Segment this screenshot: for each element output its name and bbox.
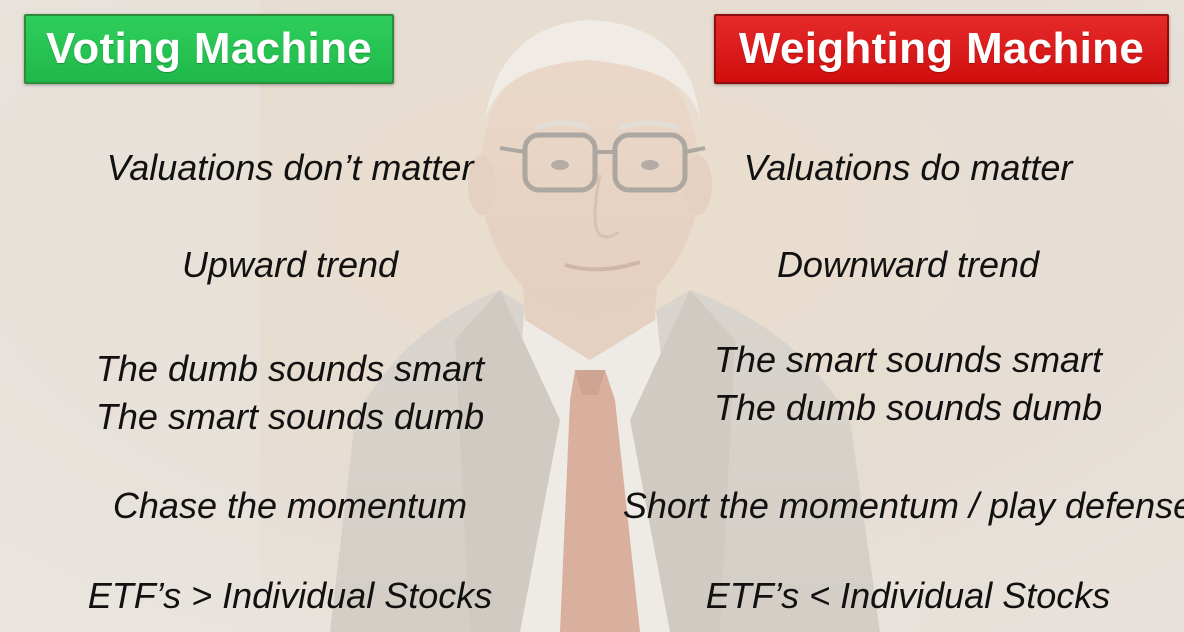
- weighting-item: Valuations do matter: [618, 144, 1184, 192]
- weighting-item: Short the momentum / play defense: [618, 482, 1184, 530]
- weighting-item-line: Downward trend: [776, 244, 1040, 285]
- weighting-item: Downward trend: [618, 241, 1184, 289]
- voting-item: Valuations don’t matter: [0, 144, 580, 192]
- voting-item: ETF’s > Individual Stocks: [0, 572, 580, 620]
- voting-item-line: ETF’s > Individual Stocks: [87, 575, 493, 616]
- weighting-item-line: The dumb sounds dumb: [713, 386, 1103, 428]
- voting-item-line: Valuations don’t matter: [106, 147, 474, 188]
- weighting-machine-header: Weighting Machine: [714, 14, 1169, 84]
- weighting-item-line: ETF’s < Individual Stocks: [705, 575, 1111, 616]
- weighting-item: The smart sounds smart The dumb sounds d…: [618, 336, 1184, 432]
- voting-item-line: The dumb sounds smart: [95, 348, 485, 389]
- voting-item-line: Chase the momentum: [112, 485, 468, 526]
- voting-item-line: Upward trend: [181, 244, 399, 285]
- voting-item: Chase the momentum: [0, 482, 580, 530]
- voting-item: The dumb sounds smart The smart sounds d…: [0, 345, 580, 441]
- weighting-item-line: Valuations do matter: [743, 147, 1073, 188]
- weighting-item-line: The smart sounds smart: [713, 339, 1103, 380]
- weighting-item-line: Short the momentum / play defense: [622, 485, 1184, 526]
- weighting-item: ETF’s < Individual Stocks: [618, 572, 1184, 620]
- voting-item: Upward trend: [0, 241, 580, 289]
- voting-item-line: The smart sounds dumb: [95, 395, 485, 437]
- voting-machine-header: Voting Machine: [24, 14, 394, 84]
